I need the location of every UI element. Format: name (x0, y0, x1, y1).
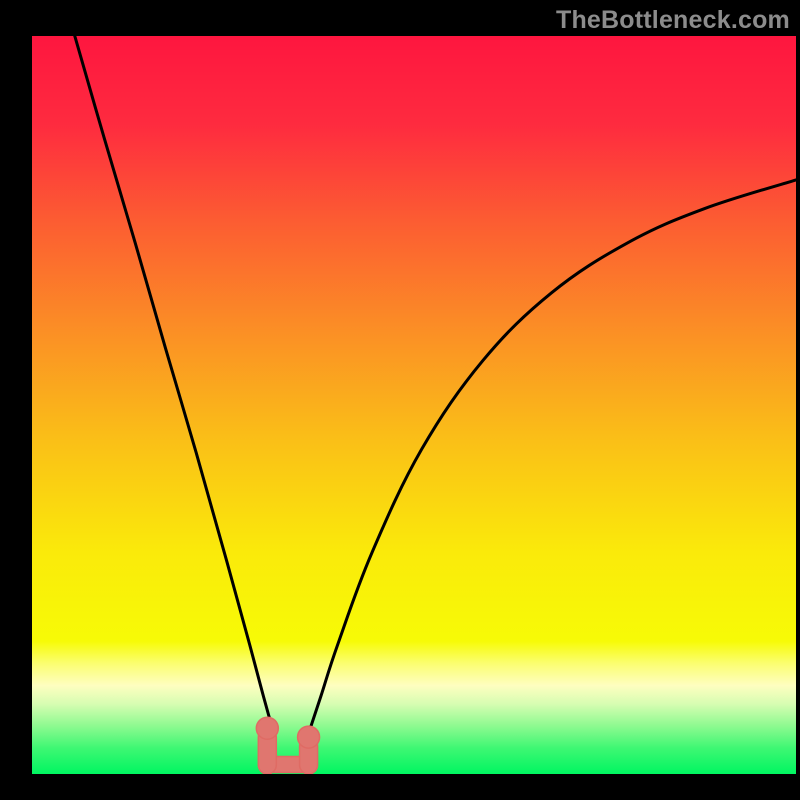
marker-left-dot (256, 717, 278, 739)
marker-right-dot (298, 726, 320, 748)
bottleneck-chart (32, 36, 796, 774)
watermark-text: TheBottleneck.com (556, 6, 790, 35)
gradient-background (32, 36, 796, 774)
